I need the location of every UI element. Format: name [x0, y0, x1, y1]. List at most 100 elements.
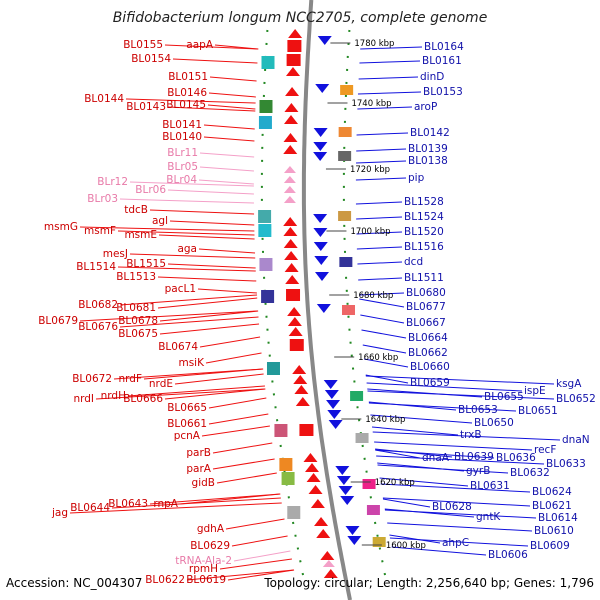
right-gene-label: BL0621	[532, 500, 572, 512]
backbone-arc	[301, 0, 352, 600]
reverse-gene-arrow	[314, 256, 329, 265]
right-leader-line	[356, 132, 409, 136]
forward-gene-arrow	[288, 327, 303, 336]
forward-gene-arrow	[308, 485, 323, 494]
category-block	[338, 211, 352, 221]
forward-gene-arrow	[283, 227, 298, 236]
right-leader-line	[360, 314, 405, 324]
forward-gene-arrow	[283, 145, 298, 154]
left-gene-label: gidB	[192, 477, 215, 489]
left-gene-label: BL0146	[167, 87, 207, 99]
left-leader-line	[203, 124, 255, 130]
category-block	[287, 506, 301, 519]
left-gene-label: nrdI	[73, 393, 94, 405]
right-leader-line	[389, 537, 529, 547]
reverse-gene-arrow	[313, 242, 328, 251]
position-tick-label: 1600 kbp	[386, 541, 426, 551]
right-leader-line	[356, 216, 403, 220]
right-leader-line	[359, 60, 421, 64]
forward-gene-arrow	[283, 133, 298, 142]
reverse-gene-arrow	[327, 410, 342, 419]
right-leader-line	[362, 344, 407, 354]
left-leader-line	[227, 569, 295, 581]
left-leader-line	[212, 442, 273, 454]
right-gene-label: BL0624	[532, 486, 572, 498]
left-gene-label: BLr06	[135, 184, 166, 196]
right-leader-line	[372, 431, 561, 441]
position-tick-label: 1660 kbp	[358, 353, 398, 363]
right-leader-line	[361, 329, 407, 339]
leader-lines	[69, 44, 561, 581]
left-gene-label: BL1515	[126, 258, 166, 270]
forward-gene-arrow	[320, 551, 335, 560]
right-leader-line	[376, 455, 545, 465]
right-gene-label: BL1511	[404, 272, 444, 284]
right-gene-label: BL0655	[484, 391, 524, 403]
forward-gene-arrow	[292, 365, 307, 374]
category-block	[281, 472, 295, 485]
right-leader-line	[363, 358, 409, 368]
left-leader-line	[231, 535, 288, 547]
left-gene-label: BL0679	[38, 315, 78, 327]
category-block	[266, 362, 280, 375]
forward-gene-arrow	[314, 517, 329, 526]
right-gene-label: BL0161	[422, 55, 462, 67]
left-leader-line	[212, 458, 275, 470]
left-gene-label: BL0155	[123, 39, 163, 51]
forward-gene-arrow	[284, 263, 299, 272]
forward-gene-arrow	[285, 275, 300, 284]
left-leader-line	[167, 189, 254, 195]
right-gene-label: BL0680	[406, 287, 446, 299]
left-leader-line	[95, 388, 266, 400]
left-leader-line	[172, 58, 258, 64]
left-leader-line	[79, 310, 259, 322]
category-block	[259, 100, 273, 113]
category-block	[355, 433, 369, 443]
reverse-gene-arrow	[328, 420, 343, 429]
position-tick-label: 1680 kbp	[353, 291, 393, 301]
right-gene-label: ispE	[524, 385, 546, 397]
right-leader-line	[374, 441, 533, 451]
right-gene-label: BL0660	[410, 361, 450, 373]
right-gene-label: BL0631	[470, 480, 510, 492]
right-gene-label: BL0667	[406, 317, 446, 329]
left-leader-line	[216, 472, 277, 484]
forward-gene-arrow	[316, 529, 331, 538]
right-gene-label: BL0639	[454, 451, 494, 463]
position-tick-label: 1620 kbp	[375, 478, 415, 488]
right-gene-label: BL0662	[408, 347, 448, 359]
left-gene-label: BL0666	[123, 393, 163, 405]
left-gene-label: BLr05	[167, 161, 198, 173]
reverse-gene-arrow	[313, 214, 328, 223]
left-gene-label: BL0681	[116, 302, 156, 314]
accession-text: Accession: NC_004307	[6, 576, 142, 590]
right-leader-line	[382, 497, 531, 507]
right-gene-label: BL0614	[538, 512, 578, 524]
reverse-gene-arrow	[336, 476, 351, 485]
forward-gene-arrow	[284, 251, 299, 260]
left-leader-line	[209, 76, 257, 82]
left-leader-line	[129, 253, 256, 259]
right-leader-line	[375, 449, 495, 459]
left-gene-label: nrdH	[101, 390, 126, 402]
forward-gene-arrow	[287, 317, 302, 326]
left-gene-label: BL0141	[162, 119, 202, 131]
forward-gene-arrow	[288, 29, 303, 38]
rna-gene-arrow	[283, 186, 296, 193]
left-leader-line	[125, 98, 256, 104]
left-gene-label: BL0140	[162, 131, 202, 143]
reverse-gene-arrow	[314, 272, 329, 281]
right-gene-label: BL0677	[406, 301, 446, 313]
right-leader-line	[368, 402, 517, 412]
category-block	[338, 127, 352, 137]
right-leader-line	[387, 522, 533, 532]
right-gene-label: gyrB	[466, 465, 490, 477]
left-gene-label: mesJ	[103, 248, 128, 260]
reverse-gene-arrow	[313, 142, 328, 151]
left-gene-label: BL0676	[78, 321, 118, 333]
left-gene-label: aga	[177, 243, 197, 255]
rna-gene-arrow	[283, 196, 296, 203]
left-gene-label: BL0682	[78, 299, 118, 311]
right-gene-label: pip	[408, 172, 425, 184]
forward-gene-block	[289, 339, 304, 351]
